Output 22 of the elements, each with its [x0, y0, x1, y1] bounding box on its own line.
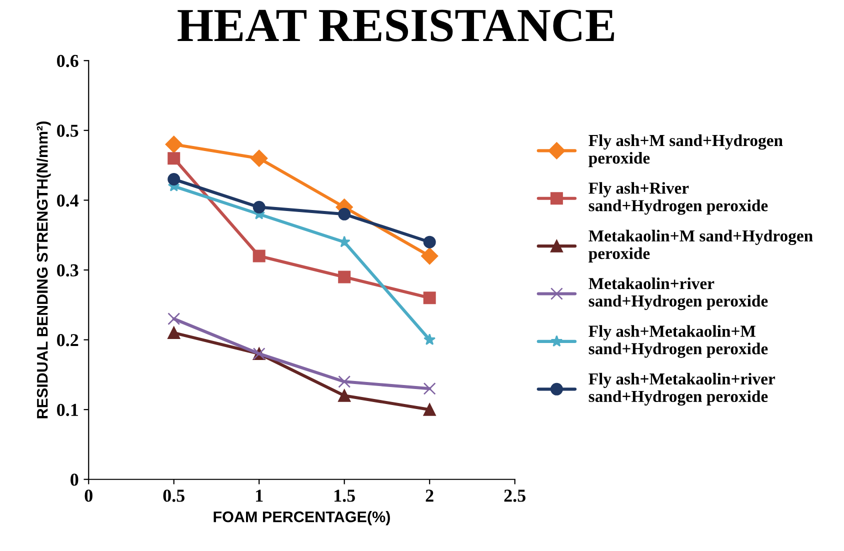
y-tick-label: 0.3: [57, 264, 78, 277]
y-axis-title: RESIDUAL BENDING STRENGTH(N/mm²): [36, 122, 51, 418]
x-tick-label: 1: [256, 490, 263, 502]
y-tick-label: 0.5: [57, 124, 78, 137]
x-tick-label: 0.5: [163, 490, 184, 502]
legend-label: Fly ash+River sand+Hydrogen peroxide: [588, 182, 768, 215]
y-tick-label: 0.1: [57, 404, 78, 416]
legend-label: Metakaolin+river sand+Hydrogen peroxide: [588, 277, 768, 310]
y-tick-label: 0.6: [57, 54, 78, 68]
x-tick-label: 0: [84, 490, 92, 502]
y-tick-label: 0: [70, 474, 78, 486]
x-tick-label: 1.5: [334, 490, 355, 502]
x-tick-label: 2.5: [504, 490, 526, 502]
legend-label: Fly ash+M sand+Hydrogen peroxide: [588, 134, 783, 168]
x-tick-label: 2: [426, 490, 434, 502]
y-tick-label: 0.2: [57, 334, 78, 346]
legend-label: Fly ash+Metakaolin+M sand+Hydrogen peroxide: [588, 325, 768, 358]
legend-label: Fly ash+Metakaolin+river sand+Hydrogen peroxide: [588, 372, 776, 406]
legend-label: Metakaolin+M sand+Hydrogen peroxide: [588, 230, 813, 262]
x-axis-title: FOAM PERCENTAGE(%): [214, 511, 390, 526]
y-tick-label: 0.4: [57, 194, 79, 207]
chart-title: HEAT RESISTANCE: [178, 10, 614, 42]
